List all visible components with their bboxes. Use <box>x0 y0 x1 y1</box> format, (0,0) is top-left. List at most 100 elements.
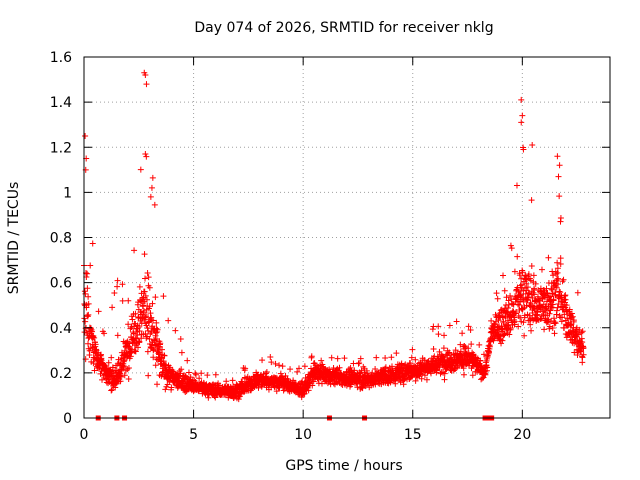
data-point <box>138 335 145 342</box>
data-point <box>523 280 530 287</box>
data-point <box>142 311 149 318</box>
data-point <box>129 316 136 323</box>
data-point <box>467 327 474 334</box>
data-point <box>154 326 161 333</box>
data-point <box>513 182 520 189</box>
data-point <box>108 387 115 394</box>
data-point <box>177 335 184 342</box>
y-tick-label: 0.8 <box>50 231 72 247</box>
data-point <box>529 294 536 301</box>
data-point <box>121 372 128 379</box>
data-point <box>569 313 576 320</box>
data-point <box>341 355 348 362</box>
data-point <box>91 334 98 341</box>
data-point <box>580 344 587 351</box>
data-point <box>494 295 501 302</box>
data-point <box>279 363 286 370</box>
data-point <box>145 372 152 379</box>
data-point <box>136 338 143 345</box>
data-point <box>238 389 245 396</box>
data-point <box>570 317 577 324</box>
data-point <box>493 290 500 297</box>
data-point <box>498 340 505 347</box>
data-point <box>555 281 562 288</box>
data-point <box>356 360 363 367</box>
data-point <box>457 341 464 348</box>
data-point <box>134 331 141 338</box>
data-point <box>109 364 116 371</box>
data-point <box>525 271 532 278</box>
data-point <box>524 284 531 291</box>
data-point <box>114 332 121 339</box>
data-point <box>501 287 508 294</box>
data-point <box>381 365 388 372</box>
data-point <box>362 383 369 390</box>
data-point <box>538 266 545 273</box>
data-point <box>552 320 559 327</box>
data-point <box>400 381 407 388</box>
data-point <box>548 304 555 311</box>
data-point <box>387 378 394 385</box>
data-point <box>137 166 144 173</box>
data-point <box>485 342 492 349</box>
data-point <box>149 317 156 324</box>
data-point <box>546 310 553 317</box>
y-tick-label: 0.2 <box>50 366 72 382</box>
data-point <box>143 153 150 160</box>
data-point <box>523 276 530 283</box>
data-point <box>532 280 539 287</box>
data-point <box>484 364 491 371</box>
data-point <box>131 247 138 254</box>
data-point <box>438 369 445 376</box>
data-point <box>527 321 534 328</box>
data-point <box>141 251 148 258</box>
data-point <box>90 360 97 367</box>
data-point <box>469 372 476 379</box>
y-tick-label: 0.6 <box>50 276 72 292</box>
data-point <box>97 370 104 377</box>
data-point <box>98 357 105 364</box>
chart-title: Day 074 of 2026, SRMTID for receiver nkl… <box>194 20 493 36</box>
data-point <box>160 293 167 300</box>
data-point <box>528 327 535 334</box>
data-point <box>185 369 192 376</box>
data-point <box>519 269 526 276</box>
data-point <box>118 373 125 380</box>
data-point <box>441 376 448 383</box>
data-point <box>557 260 564 267</box>
data-point <box>563 334 570 341</box>
data-point <box>165 317 172 324</box>
data-point <box>99 376 106 383</box>
x-tick-label: 20 <box>513 427 531 443</box>
data-point <box>131 347 138 354</box>
data-point <box>85 340 92 347</box>
data-point <box>121 357 128 364</box>
data-point <box>566 321 573 328</box>
data-point <box>108 386 115 393</box>
data-point <box>119 281 126 288</box>
data-point <box>152 329 159 336</box>
data-point <box>271 383 278 390</box>
data-point <box>457 348 464 355</box>
data-point <box>460 371 467 378</box>
data-point <box>196 375 203 382</box>
data-point <box>255 384 262 391</box>
data-point <box>161 352 168 359</box>
data-point <box>564 315 571 322</box>
data-point <box>462 344 469 351</box>
data-point <box>101 330 108 337</box>
data-point <box>544 306 551 313</box>
data-point <box>198 370 205 377</box>
data-point <box>162 386 169 393</box>
data-point <box>152 294 159 301</box>
data-point <box>85 300 92 307</box>
data-point <box>529 141 536 148</box>
data-point <box>144 296 150 303</box>
data-point <box>551 319 558 326</box>
data-point <box>486 343 493 350</box>
data-point <box>273 388 280 395</box>
x-axis-label: GPS time / hours <box>285 458 402 474</box>
y-tick-label: 0.4 <box>50 321 72 337</box>
data-point <box>468 341 475 348</box>
data-point <box>229 377 236 384</box>
